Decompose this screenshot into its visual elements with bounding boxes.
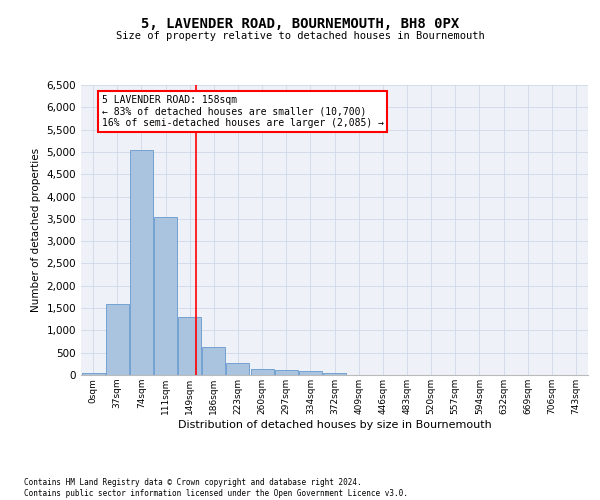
Bar [251,369,274,375]
Bar [178,317,201,375]
Y-axis label: Number of detached properties: Number of detached properties [31,148,41,312]
Text: 5 LAVENDER ROAD: 158sqm
← 83% of detached houses are smaller (10,700)
16% of sem: 5 LAVENDER ROAD: 158sqm ← 83% of detache… [101,95,383,128]
Text: 5, LAVENDER ROAD, BOURNEMOUTH, BH8 0PX: 5, LAVENDER ROAD, BOURNEMOUTH, BH8 0PX [141,18,459,32]
Bar [202,348,225,375]
Bar [154,216,177,375]
Bar [299,371,322,375]
Text: Size of property relative to detached houses in Bournemouth: Size of property relative to detached ho… [116,31,484,41]
Bar [323,373,346,375]
Bar [275,370,298,375]
Bar [226,362,250,375]
Bar [106,304,128,375]
X-axis label: Distribution of detached houses by size in Bournemouth: Distribution of detached houses by size … [178,420,491,430]
Bar [82,373,104,375]
Text: Contains HM Land Registry data © Crown copyright and database right 2024.
Contai: Contains HM Land Registry data © Crown c… [24,478,408,498]
Bar [130,150,153,375]
